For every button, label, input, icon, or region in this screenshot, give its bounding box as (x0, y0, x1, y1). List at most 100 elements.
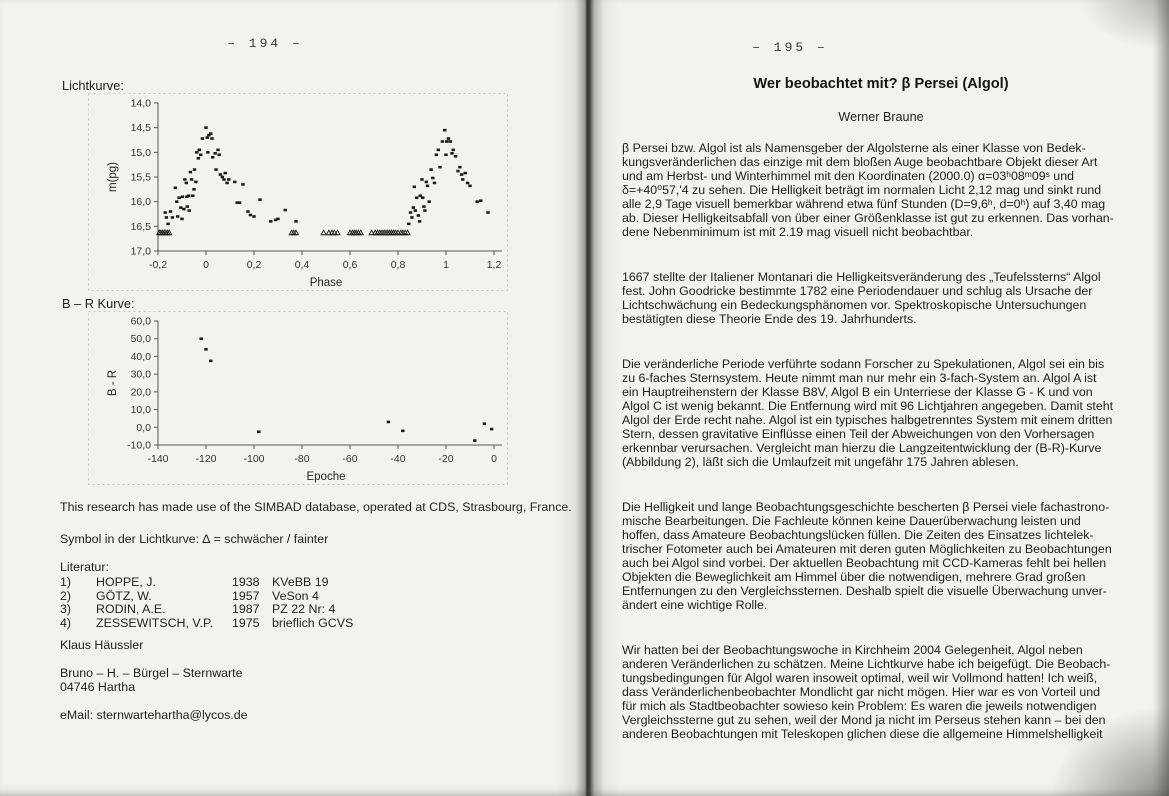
svg-text:1: 1 (443, 259, 449, 271)
paragraph-line: Algol C ist wenig bekannt. Die Entfernun… (622, 399, 1114, 413)
body-paragraph: Die Helligkeit und lange Beobachtungsges… (622, 500, 1152, 612)
svg-text:17,0: 17,0 (131, 246, 152, 258)
literature-row: 3) RODIN, A.E. 1987 PZ 22 Nr: 4 (60, 603, 540, 617)
svg-text:10,0: 10,0 (131, 404, 152, 416)
paragraph-line: alle 2,9 Tage visuell bemerkbar während … (622, 197, 1106, 211)
lightcurve-chart-label: Lichtkurve: (62, 78, 124, 93)
body-paragraph: Die veränderliche Periode verführte soda… (622, 357, 1152, 469)
literature-cell-num: 4) (60, 615, 72, 630)
literature-cell-ref: KVeBB 19 (272, 575, 329, 589)
svg-text:1,2: 1,2 (487, 259, 502, 271)
symbol-legend-note: Symbol in der Lichtkurve: ∆ = schwächer … (60, 532, 329, 546)
svg-text:30,0: 30,0 (131, 369, 152, 381)
svg-text:-80: -80 (294, 453, 309, 465)
paragraph-line: β Persei bzw. Algol ist als Namensgeber … (622, 141, 1086, 155)
paragraph-line: Wir hatten bei der Beobachtungswoche in … (622, 643, 1083, 657)
svg-text:-20: -20 (438, 453, 453, 465)
paragraph-line: Lichtschwächung ein Bedeckungsphänomen v… (622, 298, 1087, 312)
svg-text:16,0: 16,0 (131, 196, 152, 208)
literature-cell-num: 2) (60, 588, 72, 603)
paragraph-line: Objekten die Beweglichkeit am Himmel übe… (622, 570, 1086, 584)
paragraph-line: mische Bearbeitungen. Die Fachleute könn… (622, 514, 1081, 528)
paragraph-line: und am Herbst- und Winterhimmel mit den … (622, 169, 1074, 183)
svg-text:15,5: 15,5 (131, 172, 152, 184)
paragraph-line: ab. Dieser Helligkeitsabfall von über ei… (622, 211, 1114, 225)
paragraph-line: Entfernungen zu den Vergleichssternen. D… (622, 584, 1107, 598)
literature-row: 1) HOPPE, J. 1938 KVeBB 19 (60, 575, 540, 590)
svg-text:15,0: 15,0 (131, 147, 152, 159)
paragraph-line: Vergleichssterne gut zu sehen, weil der … (622, 713, 1106, 727)
svg-text:40,0: 40,0 (131, 351, 152, 363)
paragraph-line: dass Veränderlichenbeobachter Mondlicht … (622, 685, 1101, 699)
literature-row: 2) GÖTZ, W. 1957 VeSon 4 (60, 588, 540, 604)
br-curve-chart: -140 -120 -100 -80 -60 -40 -20 0 60,0 50,0 40,0 30,… (88, 311, 508, 485)
literature-cell-ref: brieflich GCVS (272, 615, 354, 630)
paragraph-line: trischer Fotometer auch bei Amateuren mi… (622, 542, 1112, 556)
svg-text:14,0: 14,0 (131, 98, 152, 110)
svg-text:60,0: 60,0 (131, 316, 152, 328)
paragraph-line: (Abbildung 2), läßt sich die Umlaufzeit … (622, 455, 1019, 469)
paragraph-line: δ=+40⁰57,'4 zu sehen. Die Helligkeit bet… (622, 183, 1102, 197)
paragraph-line: Algol der Erde recht nahe. Algol ist ein… (622, 413, 1113, 427)
svg-text:-120: -120 (195, 453, 216, 465)
br-curve-chart-label: B – R Kurve: (62, 296, 135, 311)
literature-cell-year: 1957 (232, 588, 260, 603)
svg-text:50,0: 50,0 (131, 333, 152, 345)
paragraph-line: auch bei Algol sind vorbei. Der aktuelle… (622, 556, 1107, 570)
body-paragraph: 1667 stellte der Italiener Montanari die… (622, 270, 1152, 326)
article-author: Werner Braune (838, 110, 924, 124)
article-body: β Persei bzw. Algol ist als Namensgeber … (622, 141, 1152, 772)
paragraph-line: 1667 stellte der Italiener Montanari die… (622, 270, 1101, 284)
article-title: Wer beobachtet mit? β Persei (Algol) (753, 76, 1009, 92)
svg-text:m(pg): m(pg) (107, 162, 119, 192)
literature-cell-year: 1938 (232, 575, 260, 589)
svg-text:0,6: 0,6 (343, 259, 358, 271)
svg-text:0,2: 0,2 (247, 259, 262, 271)
paragraph-line: erkennbar verursachen. Vergleicht man hi… (622, 441, 1102, 455)
page-195: – 195 – Wer beobachtet mit? β Persei (Al… (598, 0, 1169, 796)
observatory-name: Bruno – H. – Bürgel – Sternwarte (60, 666, 243, 680)
literature-cell-num: 1) (60, 575, 72, 589)
paragraph-line: zu 6-faches Sternsystem. Heute nimmt man… (622, 371, 1097, 385)
literature-cell-author: GÖTZ, W. (96, 588, 152, 603)
svg-text:16,5: 16,5 (131, 221, 152, 233)
svg-text:14,5: 14,5 (131, 122, 152, 134)
paragraph-line: kungsveränderlichen das einzige mit dem … (622, 155, 1098, 169)
paragraph-line: Stern, dessen gravitative Einflüsse eine… (622, 427, 1095, 441)
page-number-right: – 195 – (752, 40, 828, 55)
paragraph-line: hoffen, dass Amateure Beobachtungslücken… (622, 528, 1094, 542)
paragraph-line: ändert eine wichtige Rolle. (622, 598, 768, 612)
svg-text:0: 0 (203, 259, 209, 271)
svg-text:20,0: 20,0 (131, 386, 152, 398)
svg-text:Phase: Phase (310, 277, 343, 289)
paragraph-line: dene Nebenminimum ist mit 2.19 mag visue… (622, 225, 974, 239)
email-line: eMail: sternwartehartha@lycos.de (60, 708, 248, 722)
literature-cell-author: RODIN, A.E. (96, 602, 166, 617)
simbad-acknowledgement: This research has made use of the SIMBAD… (60, 500, 572, 514)
lightcurve-chart: -0,2 0 0,2 0,4 0,6 0,8 1 1,2 14,0 14,5 15,0 15,5 16,… (88, 93, 508, 291)
svg-text:-10,0: -10,0 (127, 440, 151, 452)
page-194: – 194 – Lichtkurve: -0,2 0 0,2 0,4 0,6 0,8 1 1,… (0, 0, 584, 796)
literature-cell-ref: PZ 22 Nr: 4 (272, 602, 336, 617)
svg-text:-60: -60 (342, 453, 357, 465)
literature-cell-author: ZESSEWITSCH, V.P. (96, 615, 214, 630)
svg-text:B - R: B - R (107, 370, 119, 396)
paragraph-line: Die veränderliche Periode verführte soda… (622, 357, 1105, 371)
svg-text:-40: -40 (390, 453, 405, 465)
literature-cell-num: 3) (60, 602, 72, 617)
paragraph-line: fest. John Goodricke bestimmte 1782 eine… (622, 284, 1093, 298)
svg-text:-100: -100 (243, 453, 264, 465)
svg-text:0,0: 0,0 (136, 422, 151, 434)
paragraph-line: bestätigten diese Theorie Ende des 19. J… (622, 312, 917, 326)
paragraph-line: Die Helligkeit und lange Beobachtungsges… (622, 500, 1110, 514)
literature-cell-year: 1987 (232, 602, 260, 617)
paragraph-line: tungsbedingungen für Algol waren insowei… (622, 671, 1098, 685)
literature-cell-ref: VeSon 4 (272, 588, 319, 603)
svg-text:Epoche: Epoche (306, 471, 345, 483)
literature-cell-author: HOPPE, J. (96, 575, 156, 589)
literature-heading: Literatur: (60, 560, 109, 574)
body-paragraph: Wir hatten bei der Beobachtungswoche in … (622, 643, 1152, 741)
svg-text:0: 0 (491, 453, 497, 465)
paragraph-line: für mich als Stadtbeobachter sowieso kei… (622, 699, 1097, 713)
